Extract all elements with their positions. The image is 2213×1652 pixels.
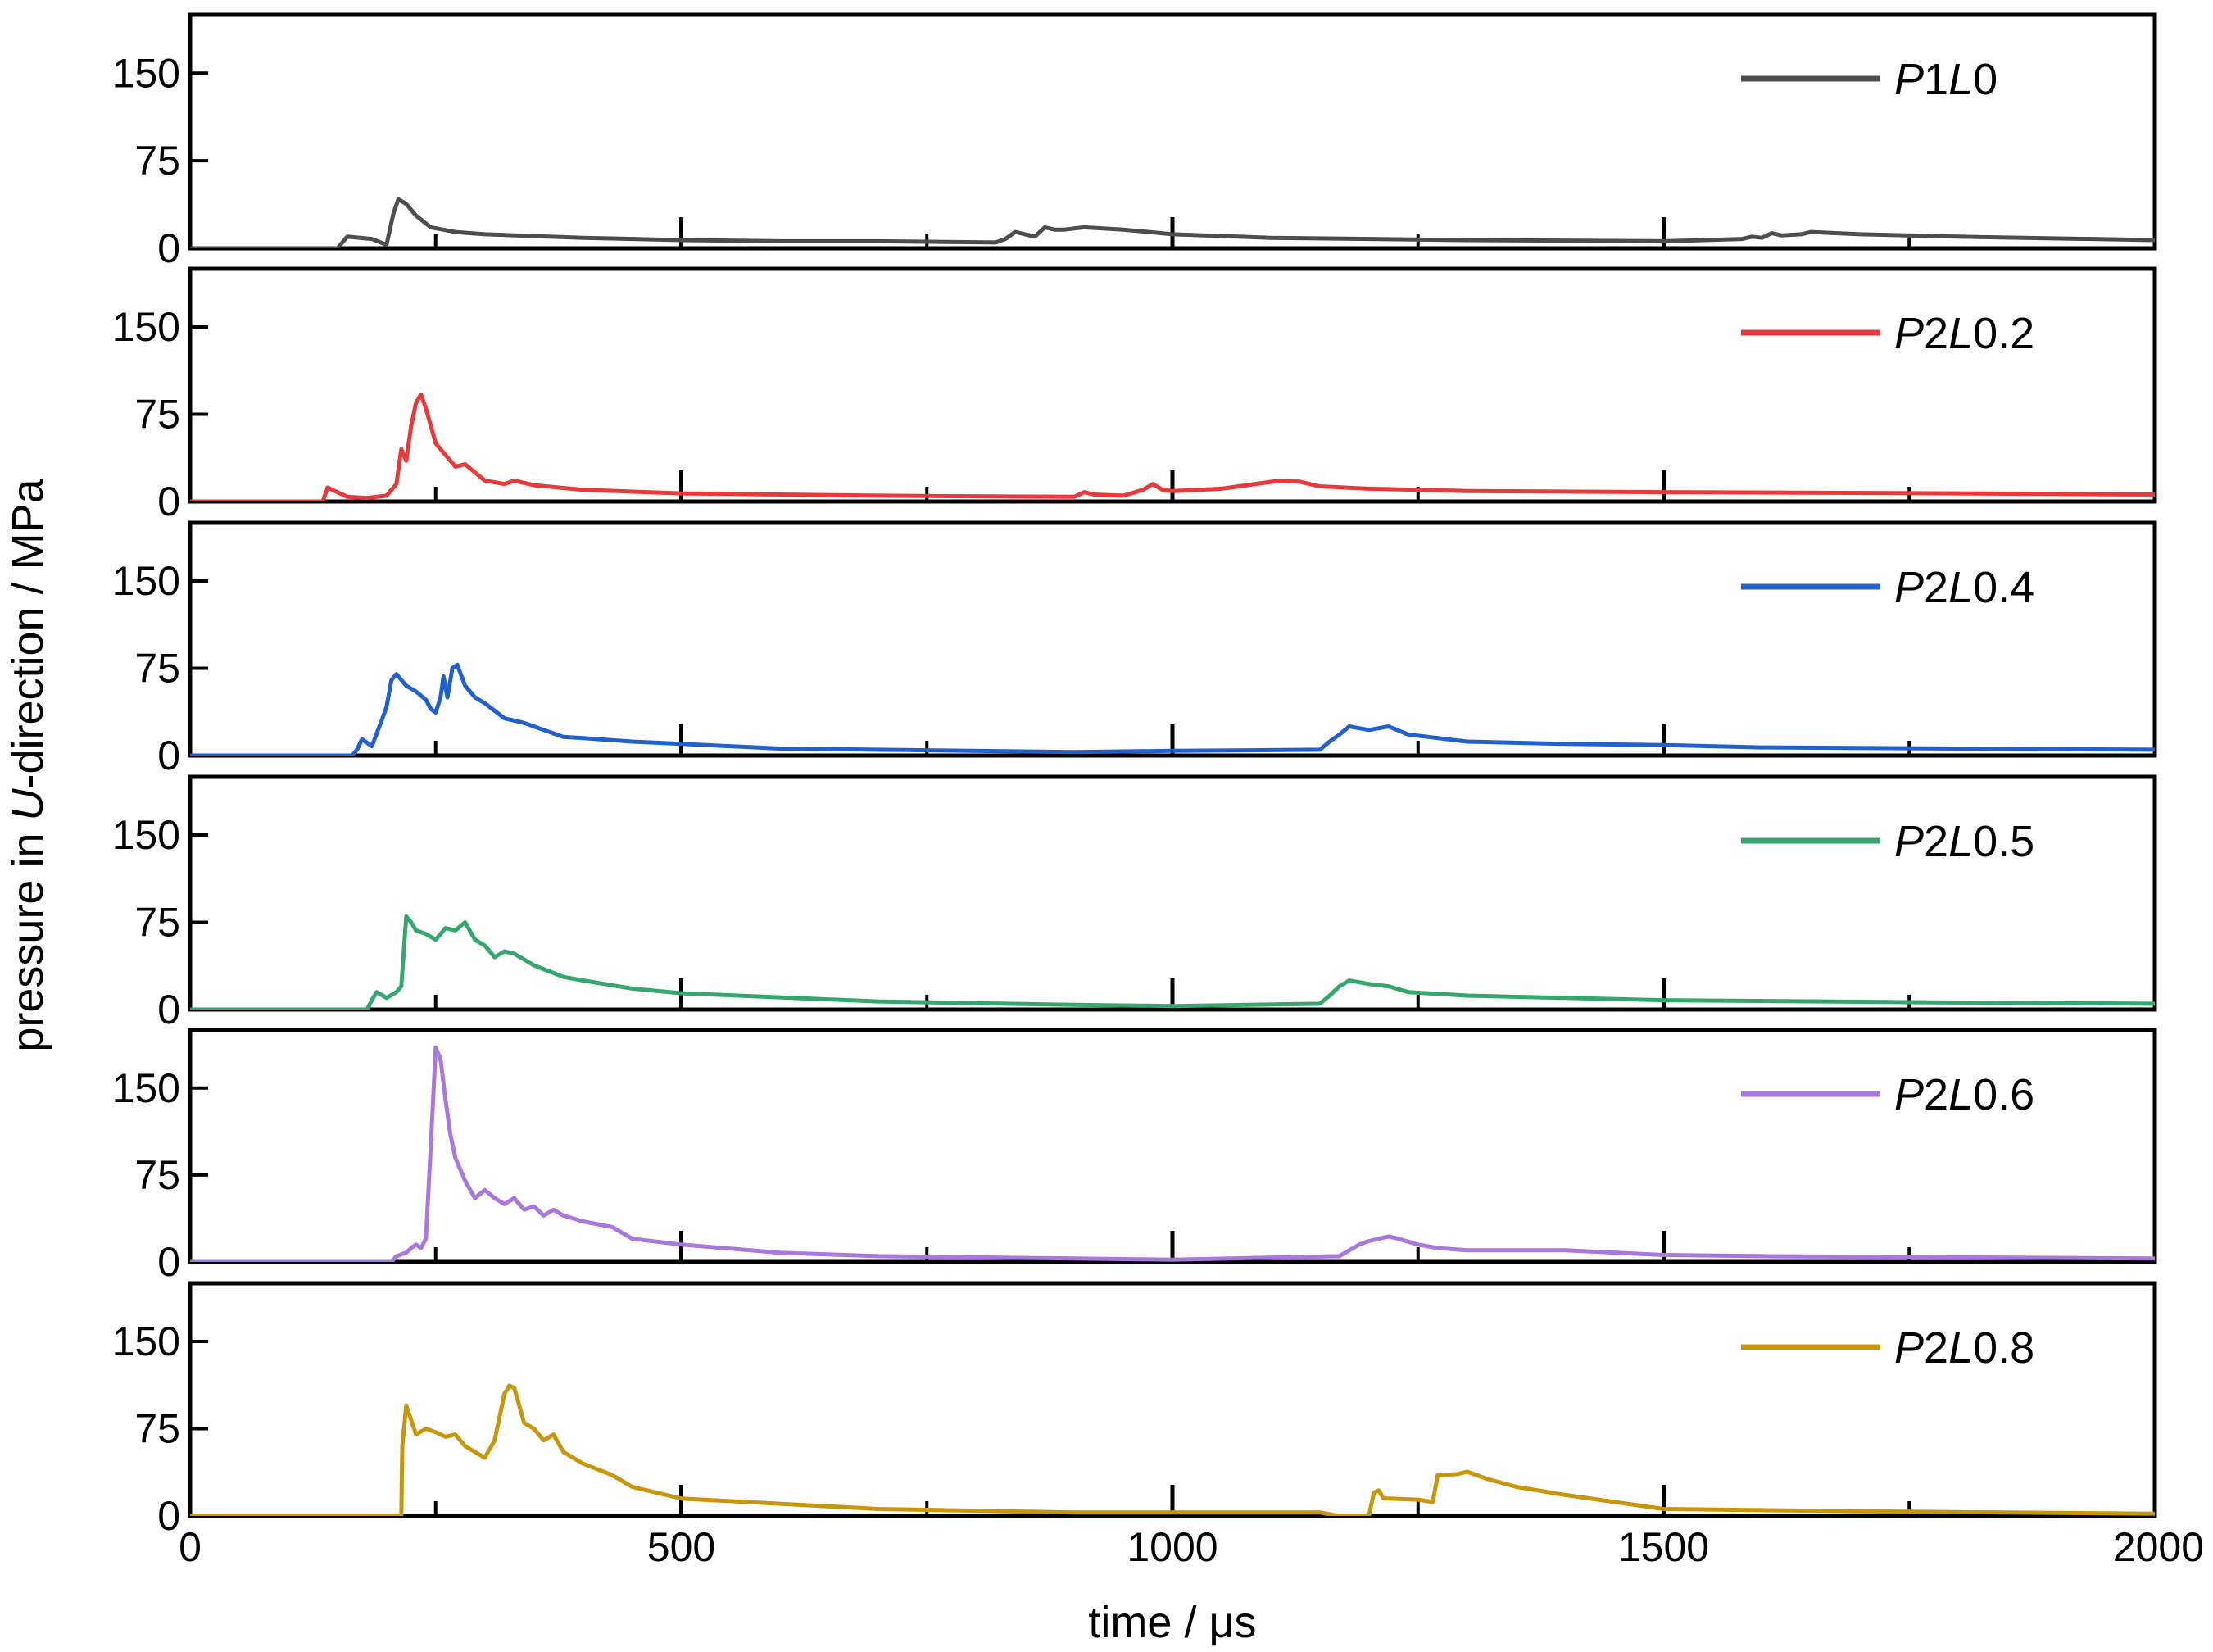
legend-label-part: L: [1948, 563, 1973, 612]
legend-label: P2L0.2: [1894, 309, 2034, 358]
legend-label-part: 0.5: [1973, 817, 2034, 866]
legend-label-part: P: [1894, 563, 1924, 612]
legend-label-part: P: [1894, 55, 1924, 104]
y-tick-label: 75: [134, 1406, 180, 1452]
legend-label-part: 2: [1924, 563, 1948, 612]
x-tick-label: 0: [179, 1524, 202, 1570]
legend-label-part: P: [1894, 817, 1924, 866]
y-axis-title-part: -direction / MPa: [3, 478, 52, 788]
legend-label-part: L: [1948, 1323, 1973, 1373]
series-line-p2l0-4: [190, 662, 2155, 756]
panel-frame: [188, 12, 2157, 251]
panel-frame: [188, 1281, 2157, 1518]
series-line-p2l0-2: [190, 392, 2155, 502]
legend-label: P2L0.6: [1894, 1070, 2034, 1119]
legend-label: P2L0.8: [1894, 1323, 2034, 1373]
legend-label-part: 0.4: [1973, 563, 2034, 612]
legend-label-part: 0.8: [1973, 1323, 2034, 1373]
panel-frame: [188, 266, 2157, 504]
y-tick-label: 150: [112, 812, 180, 858]
legend-label-part: 0: [1973, 55, 1998, 104]
panel-2: 0 75 150 P2L0.2: [112, 266, 2157, 524]
x-tick-label: 1500: [1618, 1524, 1709, 1570]
x-axis-title: time / μs: [1088, 1598, 1256, 1647]
panel-frame: [188, 520, 2157, 758]
legend-label-part: L: [1948, 817, 1973, 866]
y-tick-label: 75: [134, 900, 180, 946]
legend-label-part: 2: [1924, 1323, 1948, 1373]
panel-6: 0 75 150 P2L0.8: [112, 1281, 2157, 1539]
legend-label-part: P: [1894, 309, 1924, 358]
legend-label: P1L0: [1894, 55, 1998, 104]
panel-3: 0 75 150 P2L0.4: [112, 520, 2157, 778]
legend-label-part: 2: [1924, 1070, 1948, 1119]
y-tick-label: 0: [157, 987, 180, 1032]
series-line-p1l0: [190, 197, 2155, 248]
y-axis-title: pressure in U-direction / MPa: [3, 478, 52, 1051]
y-tick-label: 75: [134, 138, 180, 184]
legend-label-part: L: [1948, 55, 1973, 104]
y-tick-label: 150: [112, 1318, 180, 1364]
panel-frame: [188, 1028, 2157, 1264]
x-tick-label: 500: [647, 1524, 715, 1570]
y-tick-label: 75: [134, 392, 180, 438]
legend-label-part: 0.2: [1973, 309, 2034, 358]
y-tick-label: 150: [112, 558, 180, 604]
y-axis-title-part: U: [3, 788, 52, 821]
y-axis-title-part: pressure in: [3, 821, 52, 1052]
legend-label-part: P: [1894, 1323, 1924, 1373]
x-tick-label: 1000: [1127, 1524, 1218, 1570]
x-axis: 0 500 1000 1500 2000: [179, 1524, 2204, 1570]
legend-label: P2L0.4: [1894, 563, 2034, 612]
legend-label-part: L: [1948, 1070, 1973, 1119]
legend-label-part: 2: [1924, 817, 1948, 866]
y-tick-label: 75: [134, 646, 180, 692]
panel-5: 0 75 150 P2L0.6: [112, 1028, 2157, 1285]
y-tick-label: 0: [157, 479, 180, 524]
series-line-p2l0-8: [190, 1383, 2155, 1516]
x-tick-label: 2000: [2113, 1524, 2204, 1570]
y-tick-label: 0: [157, 1239, 180, 1285]
y-tick-label: 75: [134, 1152, 180, 1198]
legend-label: P2L0.5: [1894, 817, 2034, 866]
y-tick-label: 150: [112, 50, 180, 96]
panel-4: 0 75 150 P2L0.5: [112, 774, 2157, 1032]
y-tick-label: 0: [157, 733, 180, 778]
legend-label-part: 1: [1924, 55, 1948, 104]
y-tick-label: 0: [157, 1493, 180, 1539]
legend-label-part: P: [1894, 1070, 1924, 1119]
y-tick-label: 150: [112, 1065, 180, 1111]
series-line-p2l0-5: [190, 914, 2155, 1010]
legend-label-part: L: [1948, 309, 1973, 358]
legend-label-part: 2: [1924, 309, 1948, 358]
legend-label-part: 0.6: [1973, 1070, 2034, 1119]
y-tick-label: 150: [112, 304, 180, 350]
y-tick-label: 0: [157, 225, 180, 271]
panel-frame: [188, 774, 2157, 1012]
series-line-p2l0-6: [190, 1045, 2155, 1262]
